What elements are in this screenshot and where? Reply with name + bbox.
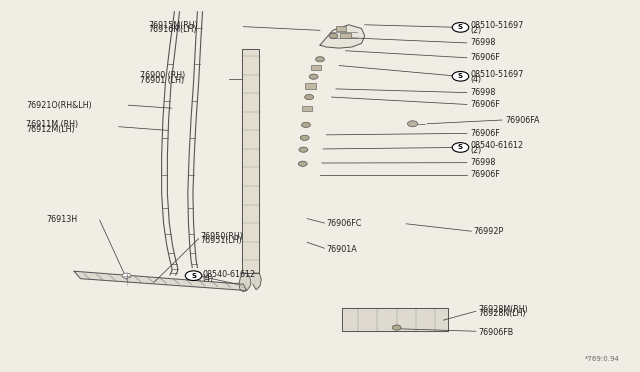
Circle shape bbox=[300, 135, 309, 140]
Circle shape bbox=[452, 23, 468, 32]
Text: 76928N(LH): 76928N(LH) bbox=[478, 310, 526, 318]
Text: 76906FB: 76906FB bbox=[478, 327, 514, 337]
Polygon shape bbox=[253, 273, 261, 290]
Circle shape bbox=[122, 273, 131, 278]
Text: 76951(LH): 76951(LH) bbox=[200, 236, 242, 246]
Text: 76901 (LH): 76901 (LH) bbox=[140, 76, 184, 85]
Circle shape bbox=[452, 71, 468, 81]
Text: 76906F: 76906F bbox=[470, 100, 500, 109]
Bar bbox=[340, 33, 351, 38]
Circle shape bbox=[329, 33, 338, 38]
Text: (4): (4) bbox=[470, 75, 481, 84]
Text: 76921O(RH&LH): 76921O(RH&LH) bbox=[26, 101, 92, 110]
Polygon shape bbox=[242, 49, 259, 273]
Text: 76911M (RH): 76911M (RH) bbox=[26, 121, 78, 129]
Text: S: S bbox=[191, 273, 196, 279]
Circle shape bbox=[408, 121, 418, 127]
Text: 76998: 76998 bbox=[470, 38, 495, 48]
Bar bbox=[311, 65, 321, 70]
Bar bbox=[305, 83, 316, 89]
Circle shape bbox=[309, 74, 318, 79]
Text: 76912M(LH): 76912M(LH) bbox=[26, 125, 75, 134]
Text: 76992P: 76992P bbox=[473, 227, 504, 236]
Text: 76906FC: 76906FC bbox=[326, 219, 362, 228]
Text: 08540-61612: 08540-61612 bbox=[470, 141, 523, 151]
Circle shape bbox=[316, 57, 324, 62]
Text: (2): (2) bbox=[470, 26, 481, 35]
Text: 76901A: 76901A bbox=[326, 244, 357, 253]
Circle shape bbox=[301, 122, 310, 128]
Circle shape bbox=[452, 142, 468, 152]
Circle shape bbox=[298, 161, 307, 166]
Text: 76950(RH): 76950(RH) bbox=[200, 231, 243, 241]
Text: S: S bbox=[458, 144, 463, 150]
Circle shape bbox=[299, 147, 308, 152]
Polygon shape bbox=[239, 273, 251, 292]
Text: 76900 (RH): 76900 (RH) bbox=[140, 71, 185, 80]
Circle shape bbox=[185, 271, 202, 280]
Bar bbox=[336, 26, 346, 31]
Text: 76906F: 76906F bbox=[470, 170, 500, 179]
Text: 76906F: 76906F bbox=[470, 53, 500, 62]
Text: (4): (4) bbox=[202, 274, 214, 283]
Text: 76928M(RH): 76928M(RH) bbox=[478, 305, 528, 314]
Text: 08540-61612: 08540-61612 bbox=[202, 270, 255, 279]
Text: 76916M(LH): 76916M(LH) bbox=[149, 25, 197, 34]
Text: 76998: 76998 bbox=[470, 88, 495, 97]
Text: 76915M(RH): 76915M(RH) bbox=[149, 21, 198, 30]
Text: 08510-51697: 08510-51697 bbox=[470, 22, 524, 31]
Text: (2): (2) bbox=[470, 146, 481, 155]
Text: 76998: 76998 bbox=[470, 158, 495, 167]
Text: 76913H: 76913H bbox=[47, 215, 78, 224]
Text: S: S bbox=[458, 73, 463, 79]
Text: 76906F: 76906F bbox=[470, 129, 500, 138]
Text: 08510-51697: 08510-51697 bbox=[470, 70, 524, 79]
Polygon shape bbox=[320, 25, 365, 48]
Bar bbox=[302, 106, 312, 111]
Text: *769:0.94: *769:0.94 bbox=[585, 356, 620, 362]
Circle shape bbox=[392, 325, 401, 330]
Circle shape bbox=[305, 94, 314, 100]
Text: 76906FA: 76906FA bbox=[505, 116, 540, 125]
Polygon shape bbox=[74, 271, 246, 291]
Text: S: S bbox=[458, 25, 463, 31]
Polygon shape bbox=[342, 308, 448, 331]
